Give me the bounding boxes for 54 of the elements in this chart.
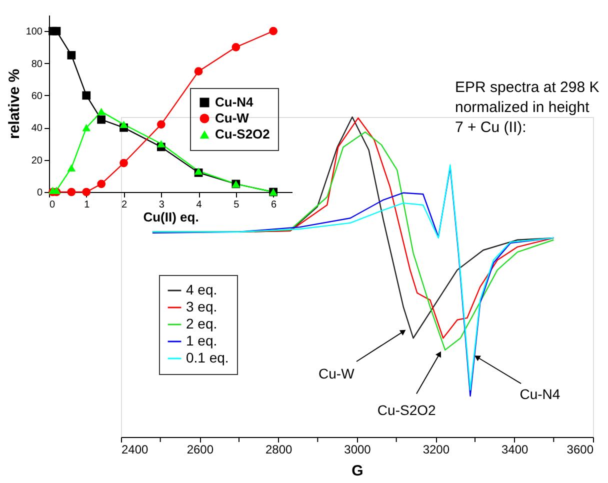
legend-label: 2 eq. [186,316,218,332]
x-tick-label: 3000 [344,442,372,456]
annotation: 7 + Cu (II): [455,119,526,136]
point [194,67,203,76]
legend-label: 1 eq. [186,332,218,348]
point [52,26,61,36]
point [82,188,91,196]
text: EPR spectra at 298 K [455,79,600,96]
point [120,158,128,168]
annotation: Cu-S2O2 [377,402,436,418]
x-tick-label: 2800 [265,442,293,456]
annotation: Cu-N4 [520,386,560,402]
x-tick-label: 3400 [501,442,529,456]
x-tick-label: 2400 [122,442,149,456]
x-axis-title: Cu(II) eq. [143,210,199,224]
x-tick-label: 2 [121,200,128,210]
point [82,124,91,132]
point [156,120,166,129]
y-tick-label: 80 [31,58,43,70]
legend-label: Cu-N4 [215,94,254,110]
x-tick-label: 6 [271,200,278,210]
x-tick-label: 3200 [422,442,450,456]
legend-label: Cu-S2O2 [215,126,270,142]
x-tick-label: 1 [84,200,90,210]
point [67,51,76,60]
x-tick-label: 3600 [566,442,594,456]
point [97,180,106,188]
point [82,91,91,100]
point [232,43,240,52]
y-tick-label: 100 [26,26,43,38]
point [156,140,166,148]
y-axis-title: relative % [6,68,23,140]
x-axis-title: G [352,462,364,480]
x-tick-label: 0 [50,200,56,210]
legend-label: 3 eq. [186,298,218,314]
point [67,164,76,172]
point [269,26,278,36]
annotation: Cu-W [318,365,356,382]
y-tick-label: 20 [31,155,43,166]
text: normalized in height [455,99,590,116]
legend-label: Cu-W [215,110,250,126]
point [67,188,76,196]
legend-label: 0.1 eq. [186,350,229,366]
point [97,108,106,116]
x-tick-label: 4 [196,200,202,210]
y-tick-label: 60 [31,90,43,102]
y-tick-label: 0 [36,188,43,198]
point [97,115,106,124]
y-tick-label: 40 [31,123,43,134]
x-tick-label: 2600 [186,442,214,456]
point [120,120,128,128]
x-tick-label: 3 [158,200,165,210]
legend-label: 4 eq. [186,282,218,298]
x-tick-label: 5 [234,200,240,210]
